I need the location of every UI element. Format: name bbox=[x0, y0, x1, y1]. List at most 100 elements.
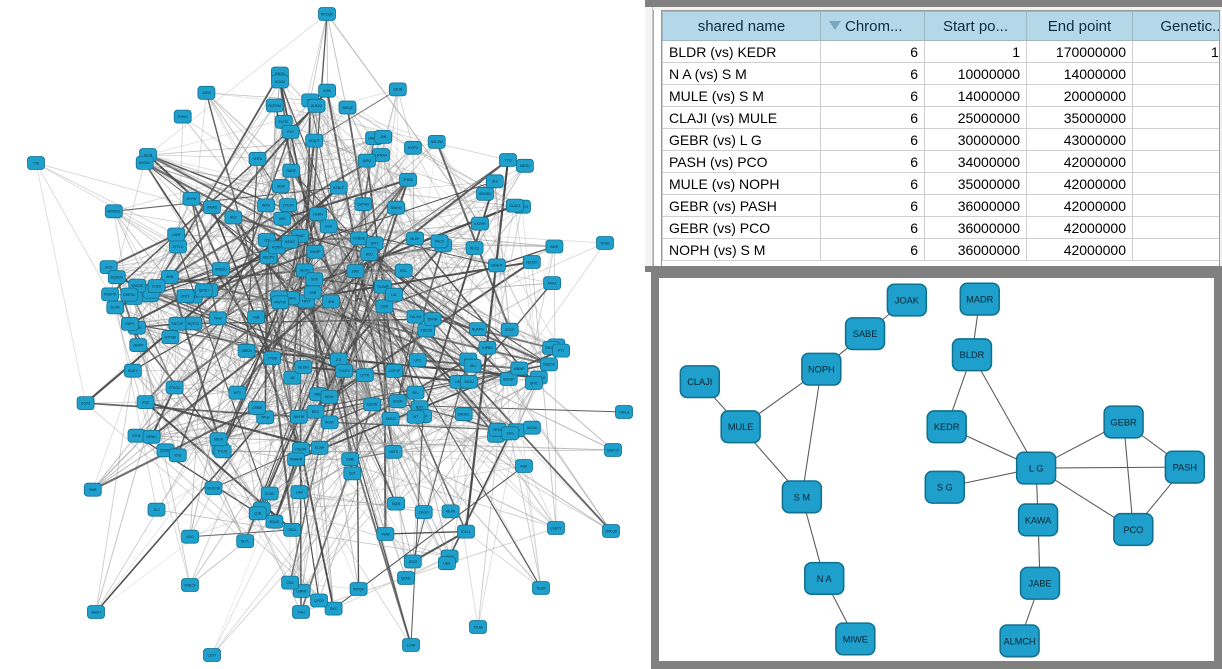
main-network-node[interactable] bbox=[615, 405, 633, 419]
main-network-node[interactable] bbox=[265, 514, 284, 529]
main-network-node[interactable] bbox=[83, 482, 102, 497]
main-network-node[interactable] bbox=[324, 601, 343, 616]
main-network-node[interactable] bbox=[104, 204, 123, 219]
main-network-node[interactable] bbox=[237, 343, 256, 358]
main-network-node[interactable] bbox=[107, 270, 126, 285]
column-header-end-point[interactable]: End point bbox=[1026, 11, 1133, 41]
subnetwork-node-jabe[interactable]: JABE bbox=[1019, 566, 1061, 600]
subnetwork-canvas[interactable]: CLAJI MULE NOPH SABE JOAK S M N A MIWE MADR BLDR K… bbox=[659, 278, 1214, 661]
main-network-node[interactable] bbox=[525, 376, 543, 390]
main-network-node[interactable] bbox=[283, 523, 302, 537]
main-network-node[interactable] bbox=[281, 125, 300, 139]
main-network-node[interactable] bbox=[394, 263, 413, 278]
main-network-node[interactable] bbox=[282, 163, 301, 178]
main-network-node[interactable] bbox=[384, 444, 403, 459]
main-network-node[interactable] bbox=[532, 581, 550, 595]
main-network-node[interactable] bbox=[375, 299, 394, 314]
main-network-node[interactable] bbox=[399, 172, 417, 187]
main-network-node[interactable] bbox=[87, 605, 105, 619]
main-network-node[interactable] bbox=[385, 287, 403, 302]
main-network-node[interactable] bbox=[271, 179, 290, 193]
subnetwork-node-kedr[interactable]: KEDR bbox=[926, 410, 967, 444]
main-network-node[interactable] bbox=[263, 351, 282, 366]
main-network-node[interactable] bbox=[129, 338, 148, 353]
table-row[interactable]: N A (vs) S M610000000140000006.6 bbox=[662, 62, 1219, 85]
main-network-node[interactable] bbox=[341, 452, 360, 467]
main-network-node[interactable] bbox=[290, 485, 309, 500]
subnetwork-node-noph[interactable]: NOPH bbox=[801, 352, 842, 386]
main-network-node[interactable] bbox=[397, 571, 415, 585]
main-network-node[interactable] bbox=[27, 156, 45, 170]
table-row[interactable]: GEBR (vs) PASH636000000420000008.9 bbox=[662, 194, 1219, 217]
main-network-node[interactable] bbox=[423, 312, 442, 327]
main-network-node[interactable] bbox=[120, 287, 139, 302]
subnetwork-node-almch[interactable]: ALMCH bbox=[999, 624, 1040, 658]
main-network-node[interactable] bbox=[318, 83, 337, 98]
subnetwork-node-bldr[interactable]: BLDR bbox=[951, 338, 993, 372]
main-network-node[interactable] bbox=[224, 210, 243, 225]
main-network-node[interactable] bbox=[294, 360, 313, 374]
main-network-node[interactable] bbox=[211, 262, 230, 276]
main-network-node[interactable] bbox=[309, 207, 328, 221]
main-network-node[interactable] bbox=[168, 316, 187, 331]
table-row[interactable]: NOPH (vs) S M636000000420000009.9 bbox=[662, 238, 1219, 261]
table-row[interactable]: CLAJI (vs) MULE625000000350000005.9 bbox=[662, 106, 1219, 129]
main-network-node[interactable] bbox=[487, 258, 506, 273]
main-network-node[interactable] bbox=[176, 289, 195, 303]
main-network-node[interactable] bbox=[471, 216, 489, 231]
subnetwork-edge[interactable] bbox=[971, 354, 1037, 469]
main-network-node[interactable] bbox=[335, 363, 354, 378]
table-row[interactable]: MULE (vs) S M614000000200000007.5 bbox=[662, 84, 1219, 107]
main-network-node[interactable] bbox=[257, 198, 276, 213]
main-network-node[interactable] bbox=[385, 363, 404, 378]
main-network-node[interactable] bbox=[136, 395, 155, 410]
main-network-node[interactable] bbox=[329, 180, 348, 195]
subnetwork-node-gebr[interactable]: GEBR bbox=[1103, 405, 1144, 439]
main-network-node[interactable] bbox=[406, 409, 425, 424]
subnetwork-node-miwe[interactable]: MIWE bbox=[835, 622, 876, 656]
main-network-node[interactable] bbox=[465, 241, 484, 255]
column-header-chromosome[interactable]: Chrom... bbox=[820, 11, 925, 41]
main-network-node[interactable] bbox=[303, 285, 322, 300]
main-network-node[interactable] bbox=[320, 415, 339, 430]
main-network-node[interactable] bbox=[135, 155, 154, 170]
subnetwork-node-lg[interactable]: L G bbox=[1015, 451, 1057, 485]
main-network-canvas[interactable]: RFCQK HXNXH IGCN YJS YFDG YTQ YRFLA MGFCF LZOT LL… bbox=[0, 0, 645, 669]
main-network-node[interactable] bbox=[381, 411, 400, 426]
main-network-node[interactable] bbox=[310, 593, 328, 608]
main-network-node[interactable] bbox=[147, 279, 166, 293]
main-network-node[interactable] bbox=[305, 133, 324, 148]
main-network-node[interactable] bbox=[469, 620, 487, 634]
main-network-node[interactable] bbox=[505, 198, 524, 213]
subnetwork-view[interactable]: CLAJI MULE NOPH SABE JOAK S M N A MIWE MADR BLDR K… bbox=[659, 278, 1214, 661]
table-row[interactable]: BLDR (vs) KEDR61170000000192.0 bbox=[662, 40, 1219, 63]
main-network-node[interactable] bbox=[516, 158, 534, 173]
main-network-node[interactable] bbox=[168, 448, 187, 463]
main-network-node[interactable] bbox=[387, 200, 406, 215]
main-network-node[interactable] bbox=[427, 134, 446, 149]
main-network-node[interactable] bbox=[454, 407, 473, 422]
main-network-node[interactable] bbox=[271, 295, 290, 310]
main-network-node[interactable] bbox=[265, 98, 284, 113]
main-network-node[interactable] bbox=[402, 638, 420, 652]
subnetwork-node-sabe[interactable]: SABE bbox=[844, 317, 886, 351]
main-network-node[interactable] bbox=[406, 231, 424, 246]
main-network-node[interactable] bbox=[552, 343, 570, 358]
main-network-node[interactable] bbox=[76, 396, 95, 411]
main-network-node[interactable] bbox=[147, 502, 166, 517]
main-network-node[interactable] bbox=[387, 496, 406, 511]
main-network-node[interactable] bbox=[604, 443, 622, 457]
main-network-node[interactable] bbox=[602, 524, 620, 538]
main-network-node[interactable] bbox=[349, 582, 368, 596]
main-network-node[interactable] bbox=[545, 239, 564, 254]
table-row[interactable]: GEBR (vs) L G6300000004300000016.9 bbox=[662, 128, 1219, 151]
main-network-node[interactable] bbox=[248, 400, 267, 415]
main-network-node[interactable] bbox=[376, 527, 395, 541]
main-network-node[interactable] bbox=[202, 200, 221, 215]
main-network-node[interactable] bbox=[271, 74, 289, 89]
subnetwork-node-na[interactable]: N A bbox=[804, 561, 845, 596]
main-network-node[interactable] bbox=[260, 486, 279, 501]
main-network-node[interactable] bbox=[346, 264, 365, 279]
main-network-node[interactable] bbox=[547, 521, 565, 535]
main-network-node[interactable] bbox=[318, 7, 336, 21]
